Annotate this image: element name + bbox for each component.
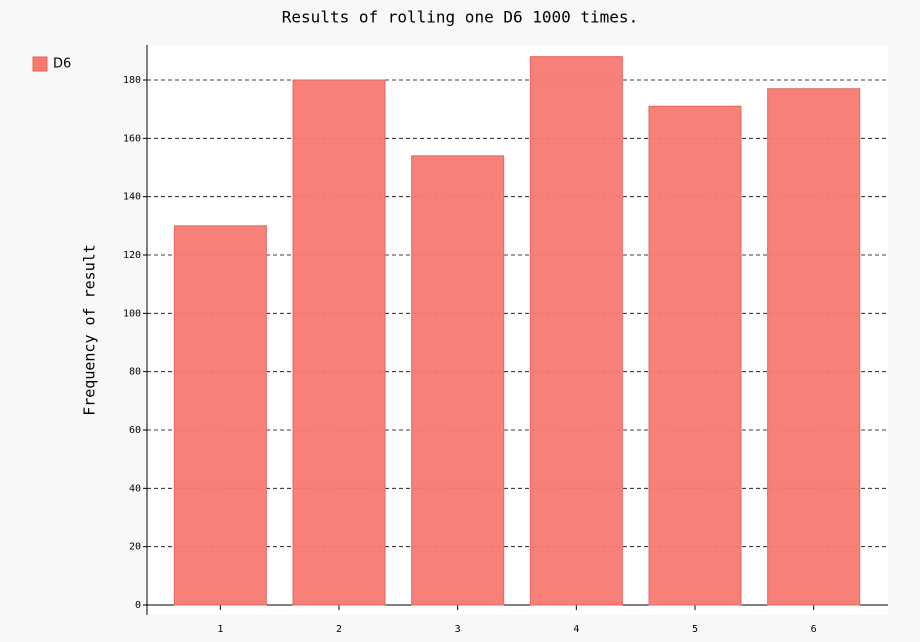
y-tick-label: 160 — [123, 133, 141, 144]
y-tick-label: 0 — [135, 600, 141, 611]
bar — [173, 225, 267, 606]
bar — [411, 155, 505, 606]
y-tick-label: 100 — [123, 308, 141, 319]
x-tick-label: 1 — [217, 624, 223, 635]
y-tick-label: 40 — [129, 483, 141, 494]
y-tick-label: 60 — [129, 425, 141, 436]
x-tick-label: 2 — [336, 624, 342, 635]
plot-area — [147, 45, 888, 615]
y-tick-label: 20 — [129, 542, 141, 553]
y-tick-label: 140 — [123, 192, 141, 203]
x-tick-label: 3 — [455, 624, 461, 635]
chart-title: Results of rolling one D6 1000 times. — [282, 8, 638, 27]
bar — [292, 79, 386, 606]
y-tick-label: 180 — [123, 75, 141, 86]
y-tick-label: 120 — [123, 250, 141, 261]
y-tick-label: 80 — [129, 367, 141, 378]
x-tick-label: 5 — [692, 624, 698, 635]
legend-swatch — [32, 56, 48, 72]
x-tick-label: 4 — [573, 624, 579, 635]
bar — [767, 88, 861, 606]
bar — [529, 56, 623, 606]
bar — [648, 105, 742, 606]
y-axis-label: Frequency of result — [81, 244, 99, 416]
legend-label: D6 — [53, 57, 71, 72]
x-tick-label: 6 — [811, 624, 817, 635]
